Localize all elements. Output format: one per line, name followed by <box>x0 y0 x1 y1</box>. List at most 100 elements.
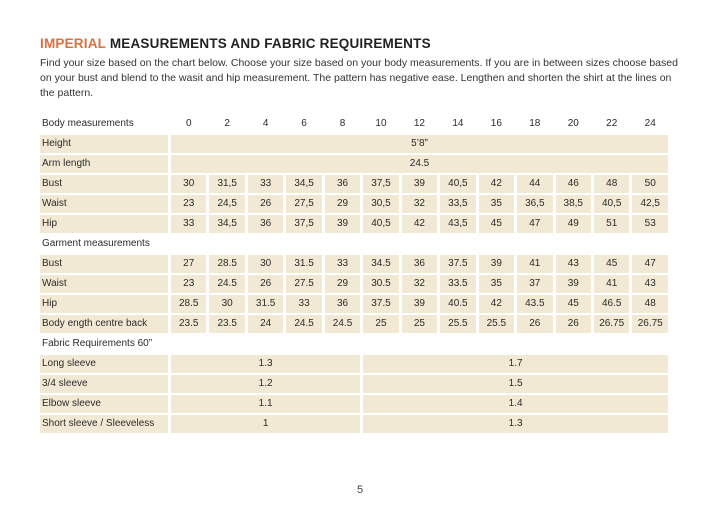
value-cell: 36,5 <box>517 195 553 214</box>
value-cell: 42 <box>478 175 515 194</box>
row-label: Body ength centre back <box>40 315 168 334</box>
value-cell: 29 <box>324 275 361 294</box>
value-cell: 43.5 <box>517 295 553 314</box>
value-cell: 36 <box>324 175 361 194</box>
value-cell: 34,5 <box>286 175 322 194</box>
value-cell: 45 <box>593 255 630 274</box>
table-row: Body ength centre back 23.5 23.5 24 24.5 24.5… <box>40 315 668 334</box>
value-cell: 36 <box>324 295 361 314</box>
value-cell: 37,5 <box>286 215 322 234</box>
row-label: Hip <box>40 295 168 314</box>
value-cell: 30 <box>171 175 207 194</box>
value-cell: 53 <box>632 215 668 234</box>
value-cell: 45 <box>478 215 515 234</box>
page-title: IMPERIAL MEASUREMENTS AND FABRIC REQUIRE… <box>40 36 680 51</box>
value-cell: 33 <box>171 215 207 234</box>
fabric-value-large-sizes: 1.3 <box>363 415 668 434</box>
value-cell: 27 <box>171 255 207 274</box>
value-cell: 37.5 <box>363 295 399 314</box>
row-label: Long sleeve <box>40 355 168 374</box>
value-cell: 31.5 <box>247 295 284 314</box>
fabric-value-small-sizes: 1 <box>171 415 361 434</box>
value-cell: 24 <box>247 315 284 334</box>
value-cell: 31,5 <box>209 175 245 194</box>
value-cell: 37 <box>517 275 553 294</box>
value-cell: 39 <box>555 275 591 294</box>
section-header: Garment measurements <box>40 235 668 254</box>
fabric-value-small-sizes: 1.1 <box>171 395 361 414</box>
value-cell: 33,5 <box>440 195 476 214</box>
row-label: Bust <box>40 175 168 194</box>
value-cell: 30 <box>209 295 245 314</box>
value-cell: 34,5 <box>209 215 245 234</box>
value-cell: 36 <box>401 255 438 274</box>
size-column-header: 12 <box>401 115 438 134</box>
merged-value-cell: 5’8” <box>171 135 668 154</box>
size-column-header: 22 <box>593 115 630 134</box>
size-column-header: 18 <box>517 115 553 134</box>
value-cell: 47 <box>517 215 553 234</box>
size-table-body: Body measurements 0 2 4 6 8 10 12 14 16 18 20 22 24 He… <box>40 115 668 434</box>
value-cell: 33 <box>286 295 322 314</box>
row-label: Arm length <box>40 155 168 174</box>
value-cell: 44 <box>517 175 553 194</box>
value-cell: 42 <box>401 215 438 234</box>
size-column-header: 16 <box>478 115 515 134</box>
table-row: Hip 28.5 30 31.5 33 36 37.5 39 40.5 42 43.5 45 46.5 4… <box>40 295 668 314</box>
table-row: Bust 30 31,5 33 34,5 36 37,5 39 40,5 42 44 46 48 50 <box>40 175 668 194</box>
size-column-header: 8 <box>324 115 361 134</box>
table-row: Short sleeve / Sleeveless 1 1.3 <box>40 415 668 434</box>
intro-text: Find your size based on the chart below.… <box>40 57 678 100</box>
fabric-value-small-sizes: 1.2 <box>171 375 361 394</box>
value-cell: 43 <box>555 255 591 274</box>
value-cell: 42 <box>478 295 515 314</box>
value-cell: 46 <box>555 175 591 194</box>
row-label: Height <box>40 135 168 154</box>
value-cell: 37,5 <box>363 175 399 194</box>
value-cell: 25.5 <box>440 315 476 334</box>
fabric-value-large-sizes: 1.5 <box>363 375 668 394</box>
table-row: Bust 27 28.5 30 31.5 33 34.5 36 37.5 39 41 43 45 47 <box>40 255 668 274</box>
fabric-value-large-sizes: 1.4 <box>363 395 668 414</box>
merged-value-cell: 24.5 <box>171 155 668 174</box>
value-cell: 29 <box>324 195 361 214</box>
value-cell: 30 <box>247 255 284 274</box>
row-label: Waist <box>40 195 168 214</box>
page-number: 5 <box>356 484 364 496</box>
value-cell: 23 <box>171 195 207 214</box>
value-cell: 35 <box>478 275 515 294</box>
value-cell: 27,5 <box>286 195 322 214</box>
value-cell: 38,5 <box>555 195 591 214</box>
size-column-header: 24 <box>632 115 668 134</box>
size-column-header: 2 <box>209 115 245 134</box>
size-column-header: 20 <box>555 115 591 134</box>
value-cell: 39 <box>401 175 438 194</box>
table-row: Fabric Requirements 60” <box>40 335 668 354</box>
value-cell: 28.5 <box>171 295 207 314</box>
row-label: Hip <box>40 215 168 234</box>
value-cell: 24,5 <box>209 195 245 214</box>
value-cell: 24.5 <box>286 315 322 334</box>
table-row: Garment measurements <box>40 235 668 254</box>
value-cell: 51 <box>593 215 630 234</box>
table-row: Elbow sleeve 1.1 1.4 <box>40 395 668 414</box>
row-label: Bust <box>40 255 168 274</box>
row-label: Waist <box>40 275 168 294</box>
row-label: 3/4 sleeve <box>40 375 168 394</box>
value-cell: 40.5 <box>440 295 476 314</box>
value-cell: 36 <box>247 215 284 234</box>
value-cell: 32 <box>401 195 438 214</box>
value-cell: 45 <box>555 295 591 314</box>
fabric-value-small-sizes: 1.3 <box>171 355 361 374</box>
value-cell: 41 <box>517 255 553 274</box>
value-cell: 50 <box>632 175 668 194</box>
fabric-value-large-sizes: 1.7 <box>363 355 668 374</box>
value-cell: 47 <box>632 255 668 274</box>
value-cell: 26 <box>247 195 284 214</box>
value-cell: 42,5 <box>632 195 668 214</box>
value-cell: 27.5 <box>286 275 322 294</box>
value-cell: 24.5 <box>209 275 245 294</box>
value-cell: 23.5 <box>209 315 245 334</box>
row-label: Elbow sleeve <box>40 395 168 414</box>
